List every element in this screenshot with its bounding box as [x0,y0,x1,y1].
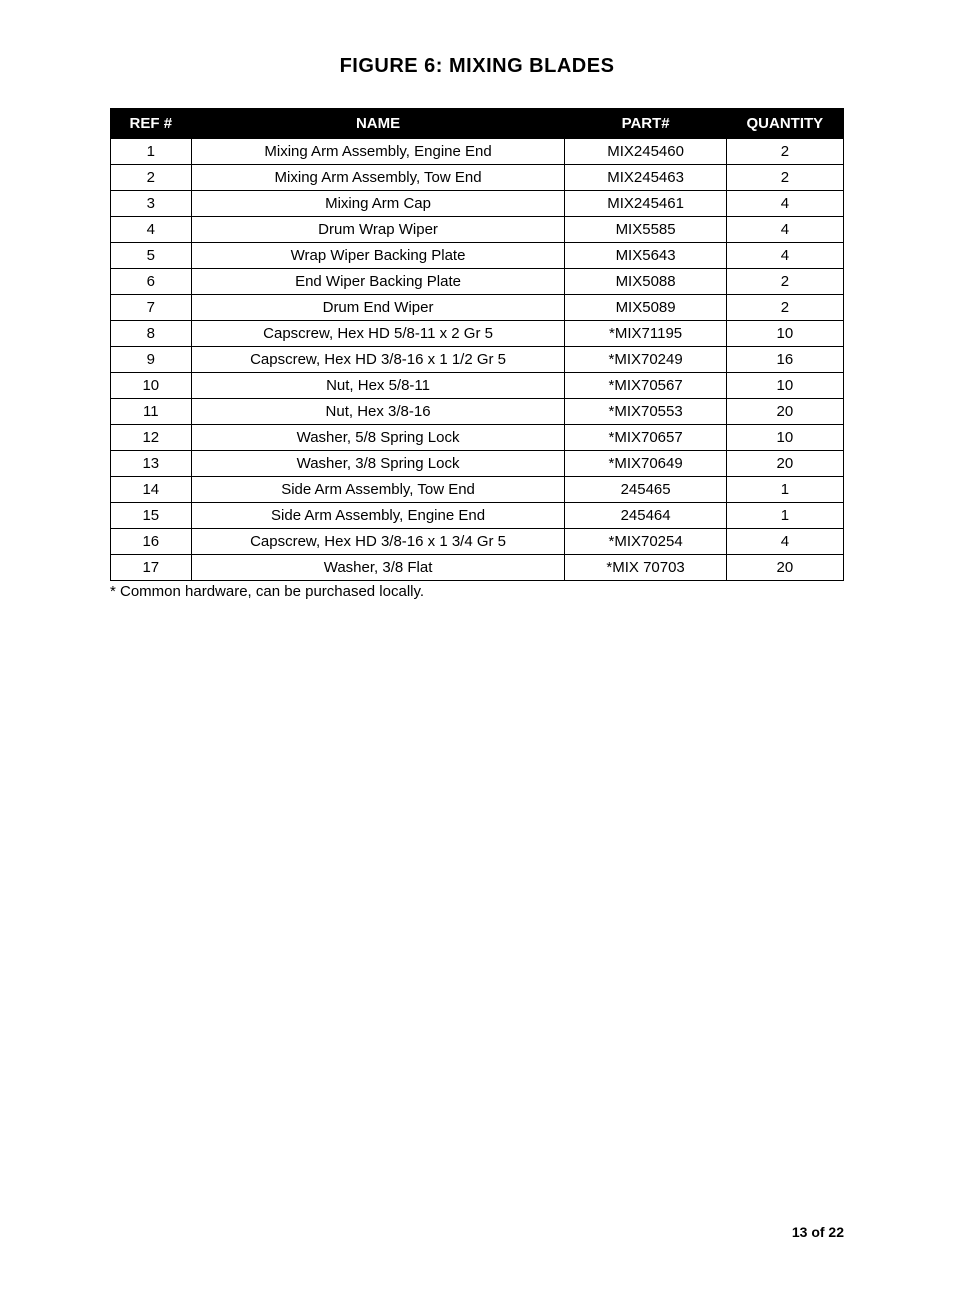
table-cell: 1 [726,503,843,529]
table-cell: 2 [726,165,843,191]
table-cell: MIX5089 [565,295,726,321]
table-row: 5Wrap Wiper Backing PlateMIX56434 [111,243,844,269]
page-number: 13 of 22 [792,1224,844,1240]
table-cell: Wrap Wiper Backing Plate [191,243,565,269]
table-row: 10Nut, Hex 5/8-11*MIX7056710 [111,373,844,399]
table-cell: 13 [111,451,192,477]
table-header-row: REF # NAME PART# QUANTITY [111,109,844,139]
table-cell: MIX5585 [565,217,726,243]
table-cell: 20 [726,451,843,477]
table-cell: Capscrew, Hex HD 3/8-16 x 1 3/4 Gr 5 [191,529,565,555]
table-cell: 4 [726,217,843,243]
table-row: 13Washer, 3/8 Spring Lock*MIX7064920 [111,451,844,477]
table-cell: 16 [111,529,192,555]
table-cell: 2 [111,165,192,191]
table-cell: *MIX70254 [565,529,726,555]
table-cell: 12 [111,425,192,451]
table-cell: 3 [111,191,192,217]
table-row: 11Nut, Hex 3/8-16*MIX7055320 [111,399,844,425]
table-row: 6End Wiper Backing PlateMIX50882 [111,269,844,295]
header-ref: REF # [111,109,192,139]
table-cell: 14 [111,477,192,503]
table-cell: *MIX 70703 [565,555,726,581]
table-cell: Washer, 5/8 Spring Lock [191,425,565,451]
table-cell: *MIX70567 [565,373,726,399]
table-row: 14Side Arm Assembly, Tow End2454651 [111,477,844,503]
table-body: 1Mixing Arm Assembly, Engine EndMIX24546… [111,139,844,581]
table-cell: MIX5088 [565,269,726,295]
header-quantity: QUANTITY [726,109,843,139]
table-cell: Washer, 3/8 Spring Lock [191,451,565,477]
table-cell: 245465 [565,477,726,503]
table-row: 4Drum Wrap WiperMIX55854 [111,217,844,243]
table-cell: Drum End Wiper [191,295,565,321]
page-title: FIGURE 6: MIXING BLADES [0,55,954,78]
table-cell: *MIX71195 [565,321,726,347]
table-row: 3Mixing Arm CapMIX2454614 [111,191,844,217]
table-cell: 10 [726,321,843,347]
table-cell: 9 [111,347,192,373]
table-cell: Mixing Arm Assembly, Engine End [191,139,565,165]
header-name: NAME [191,109,565,139]
table-cell: MIX245460 [565,139,726,165]
table-row: 7Drum End WiperMIX50892 [111,295,844,321]
table-cell: 5 [111,243,192,269]
table-cell: 6 [111,269,192,295]
table-cell: 1 [111,139,192,165]
table-cell: 20 [726,399,843,425]
table-row: 2Mixing Arm Assembly, Tow EndMIX2454632 [111,165,844,191]
table-row: 16Capscrew, Hex HD 3/8-16 x 1 3/4 Gr 5*M… [111,529,844,555]
table-cell: *MIX70657 [565,425,726,451]
table-cell: Capscrew, Hex HD 5/8-11 x 2 Gr 5 [191,321,565,347]
table-cell: 7 [111,295,192,321]
table-cell: 10 [726,373,843,399]
table-cell: 11 [111,399,192,425]
parts-table: REF # NAME PART# QUANTITY 1Mixing Arm As… [110,108,844,581]
table-cell: *MIX70249 [565,347,726,373]
table-cell: 245464 [565,503,726,529]
table-row: 12Washer, 5/8 Spring Lock*MIX7065710 [111,425,844,451]
table-cell: 2 [726,295,843,321]
table-cell: 10 [111,373,192,399]
table-cell: Capscrew, Hex HD 3/8-16 x 1 1/2 Gr 5 [191,347,565,373]
table-cell: Mixing Arm Assembly, Tow End [191,165,565,191]
parts-table-container: REF # NAME PART# QUANTITY 1Mixing Arm As… [0,108,954,581]
table-cell: 2 [726,269,843,295]
table-cell: Mixing Arm Cap [191,191,565,217]
table-cell: 8 [111,321,192,347]
table-cell: MIX5643 [565,243,726,269]
table-row: 17Washer, 3/8 Flat*MIX 7070320 [111,555,844,581]
table-cell: *MIX70649 [565,451,726,477]
table-row: 8Capscrew, Hex HD 5/8-11 x 2 Gr 5*MIX711… [111,321,844,347]
footnote: * Common hardware, can be purchased loca… [0,583,954,600]
table-cell: 4 [726,191,843,217]
header-part: PART# [565,109,726,139]
table-cell: Side Arm Assembly, Tow End [191,477,565,503]
table-cell: Nut, Hex 5/8-11 [191,373,565,399]
table-cell: *MIX70553 [565,399,726,425]
table-cell: Side Arm Assembly, Engine End [191,503,565,529]
table-cell: 17 [111,555,192,581]
table-cell: 4 [726,243,843,269]
table-cell: MIX245461 [565,191,726,217]
table-cell: Nut, Hex 3/8-16 [191,399,565,425]
table-cell: End Wiper Backing Plate [191,269,565,295]
table-cell: 2 [726,139,843,165]
table-cell: Drum Wrap Wiper [191,217,565,243]
table-cell: 1 [726,477,843,503]
table-cell: 16 [726,347,843,373]
table-cell: 4 [726,529,843,555]
table-cell: 4 [111,217,192,243]
table-row: 15Side Arm Assembly, Engine End2454641 [111,503,844,529]
table-cell: 15 [111,503,192,529]
table-cell: MIX245463 [565,165,726,191]
table-row: 9Capscrew, Hex HD 3/8-16 x 1 1/2 Gr 5*MI… [111,347,844,373]
table-row: 1Mixing Arm Assembly, Engine EndMIX24546… [111,139,844,165]
table-cell: Washer, 3/8 Flat [191,555,565,581]
table-cell: 10 [726,425,843,451]
table-cell: 20 [726,555,843,581]
